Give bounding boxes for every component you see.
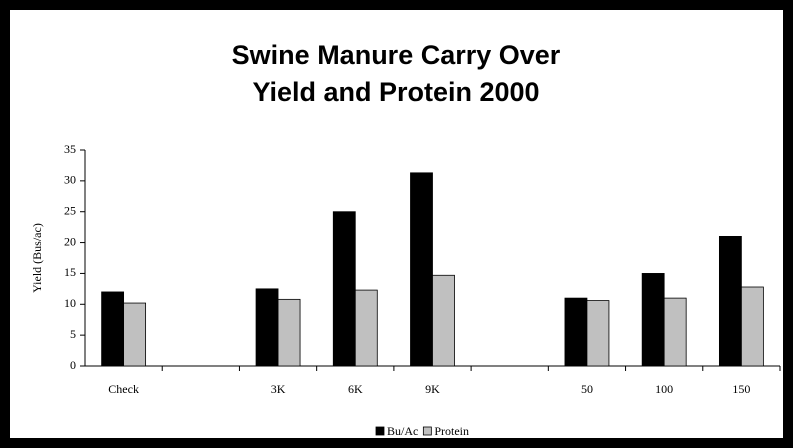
- bar: [332, 211, 356, 367]
- y-tick-label: 0: [70, 358, 76, 372]
- bar: [564, 297, 588, 367]
- legend-label: Bu/Ac: [387, 424, 418, 438]
- x-tick-label: 150: [732, 382, 750, 396]
- y-tick-label: 15: [64, 265, 76, 279]
- chart-title: Yield and Protein 2000: [252, 77, 539, 107]
- x-tick-label: 3K: [271, 382, 286, 396]
- bar: [663, 297, 687, 367]
- chart-title: Swine Manure Carry Over: [232, 40, 561, 70]
- y-tick-label: 25: [64, 203, 76, 217]
- bar: [123, 302, 147, 367]
- y-tick-label: 10: [64, 296, 76, 310]
- legend-swatch: [422, 426, 432, 436]
- bar: [586, 300, 610, 367]
- y-tick-label: 35: [64, 142, 76, 156]
- x-tick-label: 100: [655, 382, 673, 396]
- y-tick-label: 5: [70, 327, 76, 341]
- y-axis-label: Yield (Bus/ac): [30, 223, 44, 293]
- x-tick-label: Check: [108, 382, 139, 396]
- bar: [354, 289, 378, 367]
- y-tick-label: 30: [64, 173, 76, 187]
- x-tick-label: 50: [581, 382, 593, 396]
- bar: [277, 298, 301, 367]
- legend-label: Protein: [434, 424, 469, 438]
- x-tick-label: 9K: [425, 382, 440, 396]
- legend-swatch: [375, 426, 385, 436]
- bar: [432, 274, 455, 367]
- x-tick-label: 6K: [348, 382, 363, 396]
- bar: [101, 291, 125, 367]
- y-tick-label: 20: [64, 234, 76, 248]
- bar: [740, 286, 764, 367]
- bar: [410, 172, 433, 367]
- bar: [255, 288, 279, 367]
- bar: [641, 273, 665, 367]
- bar: [718, 235, 742, 367]
